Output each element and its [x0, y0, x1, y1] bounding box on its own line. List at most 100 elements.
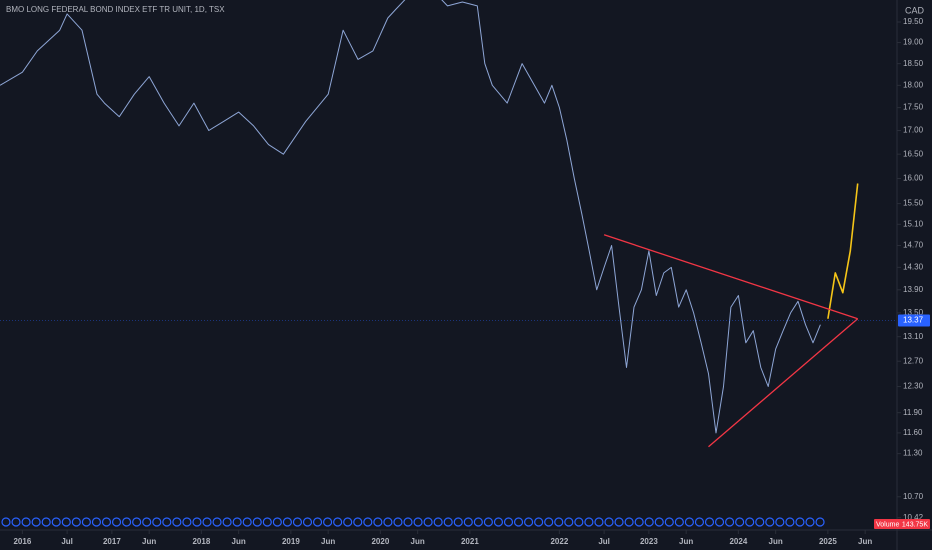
- dividend-icon: [41, 517, 51, 527]
- y-tick-label: 11.60: [903, 428, 923, 437]
- y-tick-label: 13.10: [903, 332, 924, 341]
- y-tick-label: 15.50: [903, 199, 924, 208]
- y-tick-label: 13.50: [903, 308, 924, 317]
- dividend-icon: [323, 517, 333, 527]
- volume-box: [874, 519, 930, 529]
- dividend-icon: [31, 517, 41, 527]
- dividend-icon: [664, 517, 674, 527]
- dividend-icon: [544, 517, 554, 527]
- x-tick-label: Jun: [142, 537, 156, 546]
- dividend-icon: [775, 517, 785, 527]
- dividend-icon: [584, 517, 594, 527]
- dividend-icon: [433, 517, 443, 527]
- dividend-icon: [745, 517, 755, 527]
- dividend-icon: [684, 517, 695, 527]
- dividend-icon: [1, 517, 11, 527]
- x-tick-label: 2019: [282, 537, 300, 546]
- dividend-icon: [51, 517, 61, 527]
- x-tick-label: Jun: [679, 537, 693, 546]
- dividend-icon: [192, 517, 202, 527]
- dividend-icon: [503, 517, 514, 527]
- y-tick-label: 10.70: [903, 492, 924, 501]
- dividend-icon: [71, 517, 81, 527]
- dividend-icon: [282, 517, 292, 527]
- last-price-box: [898, 314, 930, 327]
- y-tick-label: 16.50: [903, 149, 924, 158]
- y-tick-label: 19.50: [903, 17, 924, 26]
- x-tick-label: 2020: [371, 537, 389, 546]
- dividend-icon: [614, 517, 624, 527]
- dividend-icon: [272, 517, 282, 527]
- dividend-icon: [353, 517, 363, 527]
- dividend-icon: [815, 517, 825, 527]
- dividend-icon: [564, 517, 574, 527]
- y-tick-label: 14.70: [903, 241, 924, 250]
- dividend-icon: [162, 517, 172, 527]
- price-line: [0, 0, 821, 434]
- dividend-icon: [152, 517, 162, 527]
- dividend-icon: [142, 517, 152, 527]
- dividend-icon: [795, 517, 805, 527]
- dividend-icon: [534, 517, 544, 527]
- y-tick-label: 10.42: [903, 513, 924, 522]
- dividend-icon: [624, 517, 634, 527]
- dividend-icon: [714, 517, 725, 527]
- x-tick-label: 2025: [819, 537, 837, 546]
- x-tick-label: Jun: [858, 537, 872, 546]
- dividend-icon: [694, 517, 705, 527]
- dividend-icon: [232, 517, 242, 527]
- dividend-icon: [755, 517, 765, 527]
- y-tick-label: 13.90: [903, 285, 924, 294]
- x-tick-label: Jun: [769, 537, 783, 546]
- dividend-icon: [674, 517, 684, 527]
- dividend-icon: [172, 517, 182, 527]
- dividend-icon: [785, 517, 795, 527]
- dividend-icon: [81, 517, 92, 527]
- dividend-icon: [523, 517, 534, 527]
- x-tick-label: Jul: [61, 537, 73, 546]
- dividend-icon: [513, 517, 524, 527]
- x-tick-label: 2021: [461, 537, 479, 546]
- dividend-icon: [132, 517, 142, 527]
- dividend-icon: [765, 517, 775, 527]
- x-tick-label: 2017: [103, 537, 121, 546]
- dividend-icon: [101, 517, 112, 527]
- y-tick-label: 11.90: [903, 408, 923, 417]
- dividend-icon: [302, 517, 313, 527]
- y-tick-label: 12.70: [903, 356, 924, 365]
- dividend-icon: [121, 517, 132, 527]
- x-tick-label: Jun: [232, 537, 246, 546]
- dividend-icon: [453, 517, 463, 527]
- x-tick-label: Jun: [411, 537, 425, 546]
- x-tick-label: 2016: [13, 537, 31, 546]
- dividend-markers: [1, 517, 825, 527]
- dividend-icon: [483, 517, 493, 527]
- dividend-icon: [473, 517, 483, 527]
- chart-title: BMO LONG FEDERAL BOND INDEX ETF TR UNIT,…: [6, 5, 225, 14]
- dividend-icon: [373, 517, 383, 527]
- y-tick-label: 18.50: [903, 59, 924, 68]
- y-tick-label: 19.00: [903, 38, 924, 47]
- y-tick-label: 12.30: [903, 382, 924, 391]
- dividend-icon: [202, 517, 212, 527]
- dividend-icon: [252, 517, 262, 527]
- dividend-icon: [413, 517, 423, 527]
- dividend-icon: [91, 517, 102, 527]
- dividend-icon: [182, 517, 192, 527]
- dividend-icon: [644, 517, 654, 527]
- x-tick-label: 2018: [192, 537, 210, 546]
- x-tick-label: 2024: [729, 537, 747, 546]
- dividend-icon: [403, 517, 413, 527]
- y-tick-label: 14.30: [903, 262, 924, 271]
- dividend-icon: [463, 517, 473, 527]
- y-tick-label: 17.00: [903, 126, 924, 135]
- dividend-icon: [805, 517, 815, 527]
- dividend-icon: [594, 517, 604, 527]
- x-tick-label: 2022: [550, 537, 568, 546]
- dividend-icon: [423, 517, 433, 527]
- trendline: [603, 234, 858, 320]
- dividend-icon: [383, 517, 393, 527]
- dividend-icon: [111, 517, 122, 527]
